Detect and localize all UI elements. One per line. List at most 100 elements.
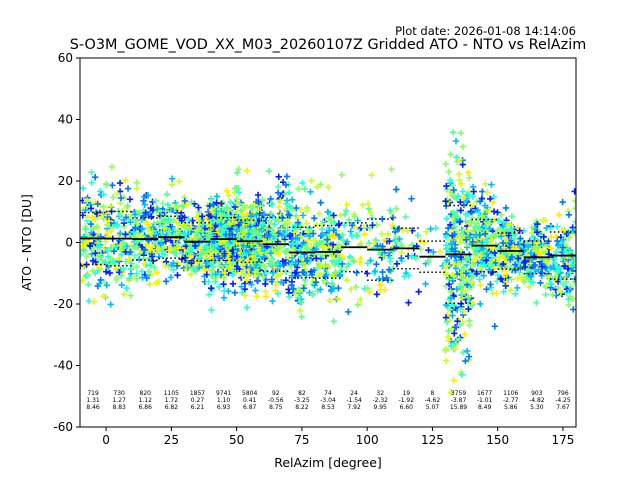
data-point	[486, 266, 493, 273]
data-point	[255, 206, 262, 214]
data-point	[330, 212, 337, 219]
data-point	[107, 203, 114, 210]
data-point	[91, 173, 99, 181]
data-point	[499, 239, 507, 247]
data-point	[464, 294, 472, 302]
data-point	[140, 212, 147, 220]
data-point	[344, 238, 351, 245]
data-point	[532, 219, 540, 227]
data-point	[303, 207, 311, 215]
data-point	[225, 241, 233, 249]
data-point	[107, 301, 114, 308]
data-point	[306, 232, 313, 240]
data-point	[118, 251, 125, 258]
data-point	[538, 263, 546, 270]
data-point	[343, 276, 351, 284]
data-point	[473, 231, 480, 238]
data-point	[346, 253, 354, 261]
data-point	[487, 281, 494, 288]
data-point	[105, 217, 113, 225]
data-point	[477, 252, 484, 260]
data-point	[83, 252, 90, 260]
bin-std-label: 6.87	[243, 404, 257, 411]
data-point	[565, 211, 573, 218]
data-point	[128, 260, 135, 267]
data-point	[332, 268, 340, 276]
data-point	[103, 282, 110, 289]
data-point	[245, 257, 252, 265]
data-point	[350, 258, 357, 265]
data-point	[547, 233, 555, 241]
data-point	[158, 228, 165, 236]
data-point	[455, 170, 463, 178]
data-point	[243, 277, 251, 284]
data-point	[351, 213, 358, 220]
data-point	[131, 211, 139, 218]
data-point	[90, 244, 98, 251]
data-point	[103, 221, 111, 229]
data-point	[267, 262, 275, 269]
data-point	[281, 221, 288, 228]
bin-std-label: 8.83	[112, 404, 126, 411]
x-axis-label: RelAzim [degree]	[274, 455, 382, 470]
data-point	[487, 195, 494, 203]
data-point	[127, 270, 135, 277]
bin-count-label: 903	[531, 390, 543, 397]
data-point	[483, 286, 490, 293]
data-point	[257, 202, 264, 209]
data-point	[451, 213, 458, 220]
data-point	[476, 225, 483, 233]
data-point	[187, 252, 194, 260]
data-point	[253, 222, 260, 229]
data-point	[150, 220, 158, 227]
data-point	[488, 181, 495, 188]
data-point	[379, 268, 386, 276]
data-point	[132, 234, 139, 242]
data-point	[490, 234, 497, 241]
data-point	[557, 289, 565, 296]
data-point	[96, 188, 104, 195]
data-point	[153, 269, 161, 276]
data-point	[295, 294, 302, 302]
data-point	[508, 213, 516, 220]
data-point	[300, 285, 307, 292]
data-point	[545, 250, 553, 258]
data-point	[293, 240, 301, 247]
data-point	[352, 283, 359, 291]
data-point	[102, 268, 110, 275]
data-point	[571, 188, 576, 195]
data-point	[180, 203, 187, 210]
data-point	[176, 215, 184, 222]
data-point	[205, 278, 212, 285]
data-point	[178, 256, 186, 263]
data-point	[252, 287, 259, 294]
data-point	[119, 240, 126, 248]
data-point	[141, 246, 149, 254]
data-point	[290, 285, 297, 293]
data-point	[465, 191, 472, 198]
data-point	[183, 262, 190, 269]
data-point	[96, 244, 103, 251]
data-point	[272, 249, 279, 256]
data-point	[337, 212, 344, 219]
data-point	[162, 258, 170, 265]
bin-std-label: 8.46	[86, 404, 100, 411]
data-point	[477, 282, 484, 289]
data-point	[136, 256, 143, 263]
data-point	[443, 182, 450, 190]
data-point	[343, 201, 350, 208]
data-point	[450, 272, 457, 279]
data-point	[529, 233, 537, 240]
data-point	[461, 331, 469, 338]
data-point	[334, 295, 341, 302]
data-point	[511, 235, 518, 243]
data-point	[345, 260, 352, 268]
data-point	[503, 270, 510, 278]
data-point	[286, 189, 293, 196]
bin-count-label: 1106	[503, 390, 518, 397]
data-point	[295, 185, 302, 193]
data-point	[450, 193, 458, 200]
data-point	[282, 190, 289, 198]
data-point	[339, 253, 346, 260]
data-point	[486, 225, 493, 232]
